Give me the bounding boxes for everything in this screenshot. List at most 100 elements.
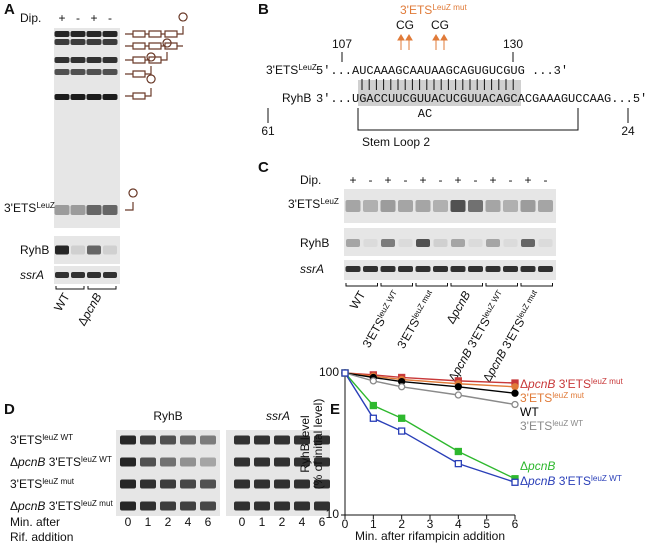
sign: - xyxy=(544,173,548,187)
gel-band xyxy=(87,245,101,255)
gel-band xyxy=(70,94,86,100)
gel xyxy=(344,260,556,280)
time-label: 4 xyxy=(185,515,192,529)
label-part: 3'ETS xyxy=(520,391,552,405)
label-part: leuZ WT xyxy=(480,288,503,319)
band-label: 3'ETSLeuZ xyxy=(4,201,55,216)
x-tick-label: 6 xyxy=(512,517,519,531)
data-point xyxy=(454,459,462,468)
sign: + xyxy=(419,173,426,187)
gel-band xyxy=(380,200,396,212)
mutation-arrow xyxy=(440,34,448,50)
sequence: 5'...AUCAAAGCAAUAAGCAGUGUCGUG ...3' xyxy=(316,64,568,78)
gel-band xyxy=(314,435,330,445)
sign: + xyxy=(489,173,496,187)
lane-bracket xyxy=(520,283,553,287)
gel-band xyxy=(71,245,85,255)
x-tick-label: 3 xyxy=(427,517,434,531)
gel-band xyxy=(468,239,483,247)
legend-label: ΔpcnB 3'ETSleuZ WT xyxy=(520,474,622,489)
gel-band xyxy=(54,31,70,37)
lane-bracket xyxy=(345,283,378,287)
gel-band xyxy=(294,457,310,467)
gel-band xyxy=(254,479,270,489)
x-tick-label: 1 xyxy=(370,517,377,531)
label-part: 3'ETS xyxy=(400,3,432,17)
lane-bracket xyxy=(380,283,413,287)
x-axis-label: Min. after rifampicin addition xyxy=(355,529,505,543)
gel-band xyxy=(180,457,196,467)
label-part: leuZ mut xyxy=(410,288,434,321)
gel xyxy=(344,189,556,223)
gel-band xyxy=(274,435,290,445)
label-part: Δ xyxy=(520,377,528,391)
gel-band xyxy=(86,69,102,75)
label-part: 3'ETS xyxy=(266,63,298,77)
label-part: 3'ETS xyxy=(360,315,388,350)
gel-label: ssrA xyxy=(20,268,44,282)
lane-label: ΔpcnB xyxy=(444,289,474,327)
label-part: 3'ETS xyxy=(288,197,320,211)
gel-title: ssrA xyxy=(266,409,290,423)
label-part: LeuZ xyxy=(36,201,55,210)
sign: - xyxy=(369,173,373,187)
label-part: pcnB xyxy=(527,377,555,391)
sign: - xyxy=(76,11,80,25)
data-point xyxy=(398,414,406,422)
x-tick-label: 0 xyxy=(342,517,349,531)
position: 61 xyxy=(261,124,275,138)
symbol xyxy=(125,52,156,78)
region-label: Stem Loop 2 xyxy=(362,135,430,149)
gel-band xyxy=(346,239,360,247)
data-point xyxy=(369,414,377,422)
y-axis-label: (% of initial level) xyxy=(311,399,325,490)
legend-label: 3'ETSleuZ mut xyxy=(520,391,585,406)
gel-band xyxy=(120,501,136,511)
dip-label: Dip. xyxy=(20,11,41,25)
label-part: leuZ mut xyxy=(42,477,74,486)
gel-band xyxy=(102,39,118,45)
mutation-arrow xyxy=(432,34,440,50)
gel-band xyxy=(234,457,250,467)
y-tick-label: 100 xyxy=(319,365,339,379)
sequence: 3'...UGACCUUCGUUACUCGUUACAGCACGAAAGUCCAA… xyxy=(316,92,647,106)
gel-band xyxy=(200,435,216,445)
time-label: 2 xyxy=(165,515,172,529)
label-part: WT xyxy=(347,288,369,312)
row-label: ΔpcnB 3'ETSleuZ WT xyxy=(10,455,112,470)
y-axis-label: RyhB level xyxy=(298,415,312,472)
gel-band xyxy=(120,457,136,467)
gel-band xyxy=(160,457,176,467)
gel-band xyxy=(86,94,102,100)
time-label: 0 xyxy=(125,515,132,529)
gel-band xyxy=(274,479,290,489)
time-label: 4 xyxy=(299,515,306,529)
label-part: leuZ mut xyxy=(552,391,584,400)
time-label: 1 xyxy=(145,515,152,529)
label-part: leuZ WT xyxy=(552,419,583,428)
gel-band xyxy=(200,479,216,489)
lane-label: WT xyxy=(51,290,73,314)
gel-band xyxy=(363,266,378,272)
label-part: 3'ETS xyxy=(463,315,493,353)
gel-band xyxy=(70,205,86,215)
sign: + xyxy=(349,173,356,187)
sign: + xyxy=(454,173,461,187)
label-part: Δ xyxy=(10,455,18,469)
label-part: leuZ WT xyxy=(591,474,622,483)
data-point xyxy=(511,389,519,397)
gel-band xyxy=(200,501,216,511)
legend-label: ΔpcnB xyxy=(520,459,555,473)
x-tick-label: 4 xyxy=(455,517,462,531)
label-part: 3'ETS xyxy=(520,419,552,433)
gel-band xyxy=(102,94,118,100)
series-line xyxy=(344,372,516,480)
gel-band xyxy=(485,200,501,212)
mutation-label: 3'ETSLeuZ mut xyxy=(400,3,467,18)
gel-band xyxy=(468,266,483,272)
gel-band xyxy=(55,245,69,255)
lane-label: WT xyxy=(347,288,369,312)
gel-band xyxy=(234,479,250,489)
gel-band xyxy=(433,266,448,272)
gel-band xyxy=(102,205,118,215)
